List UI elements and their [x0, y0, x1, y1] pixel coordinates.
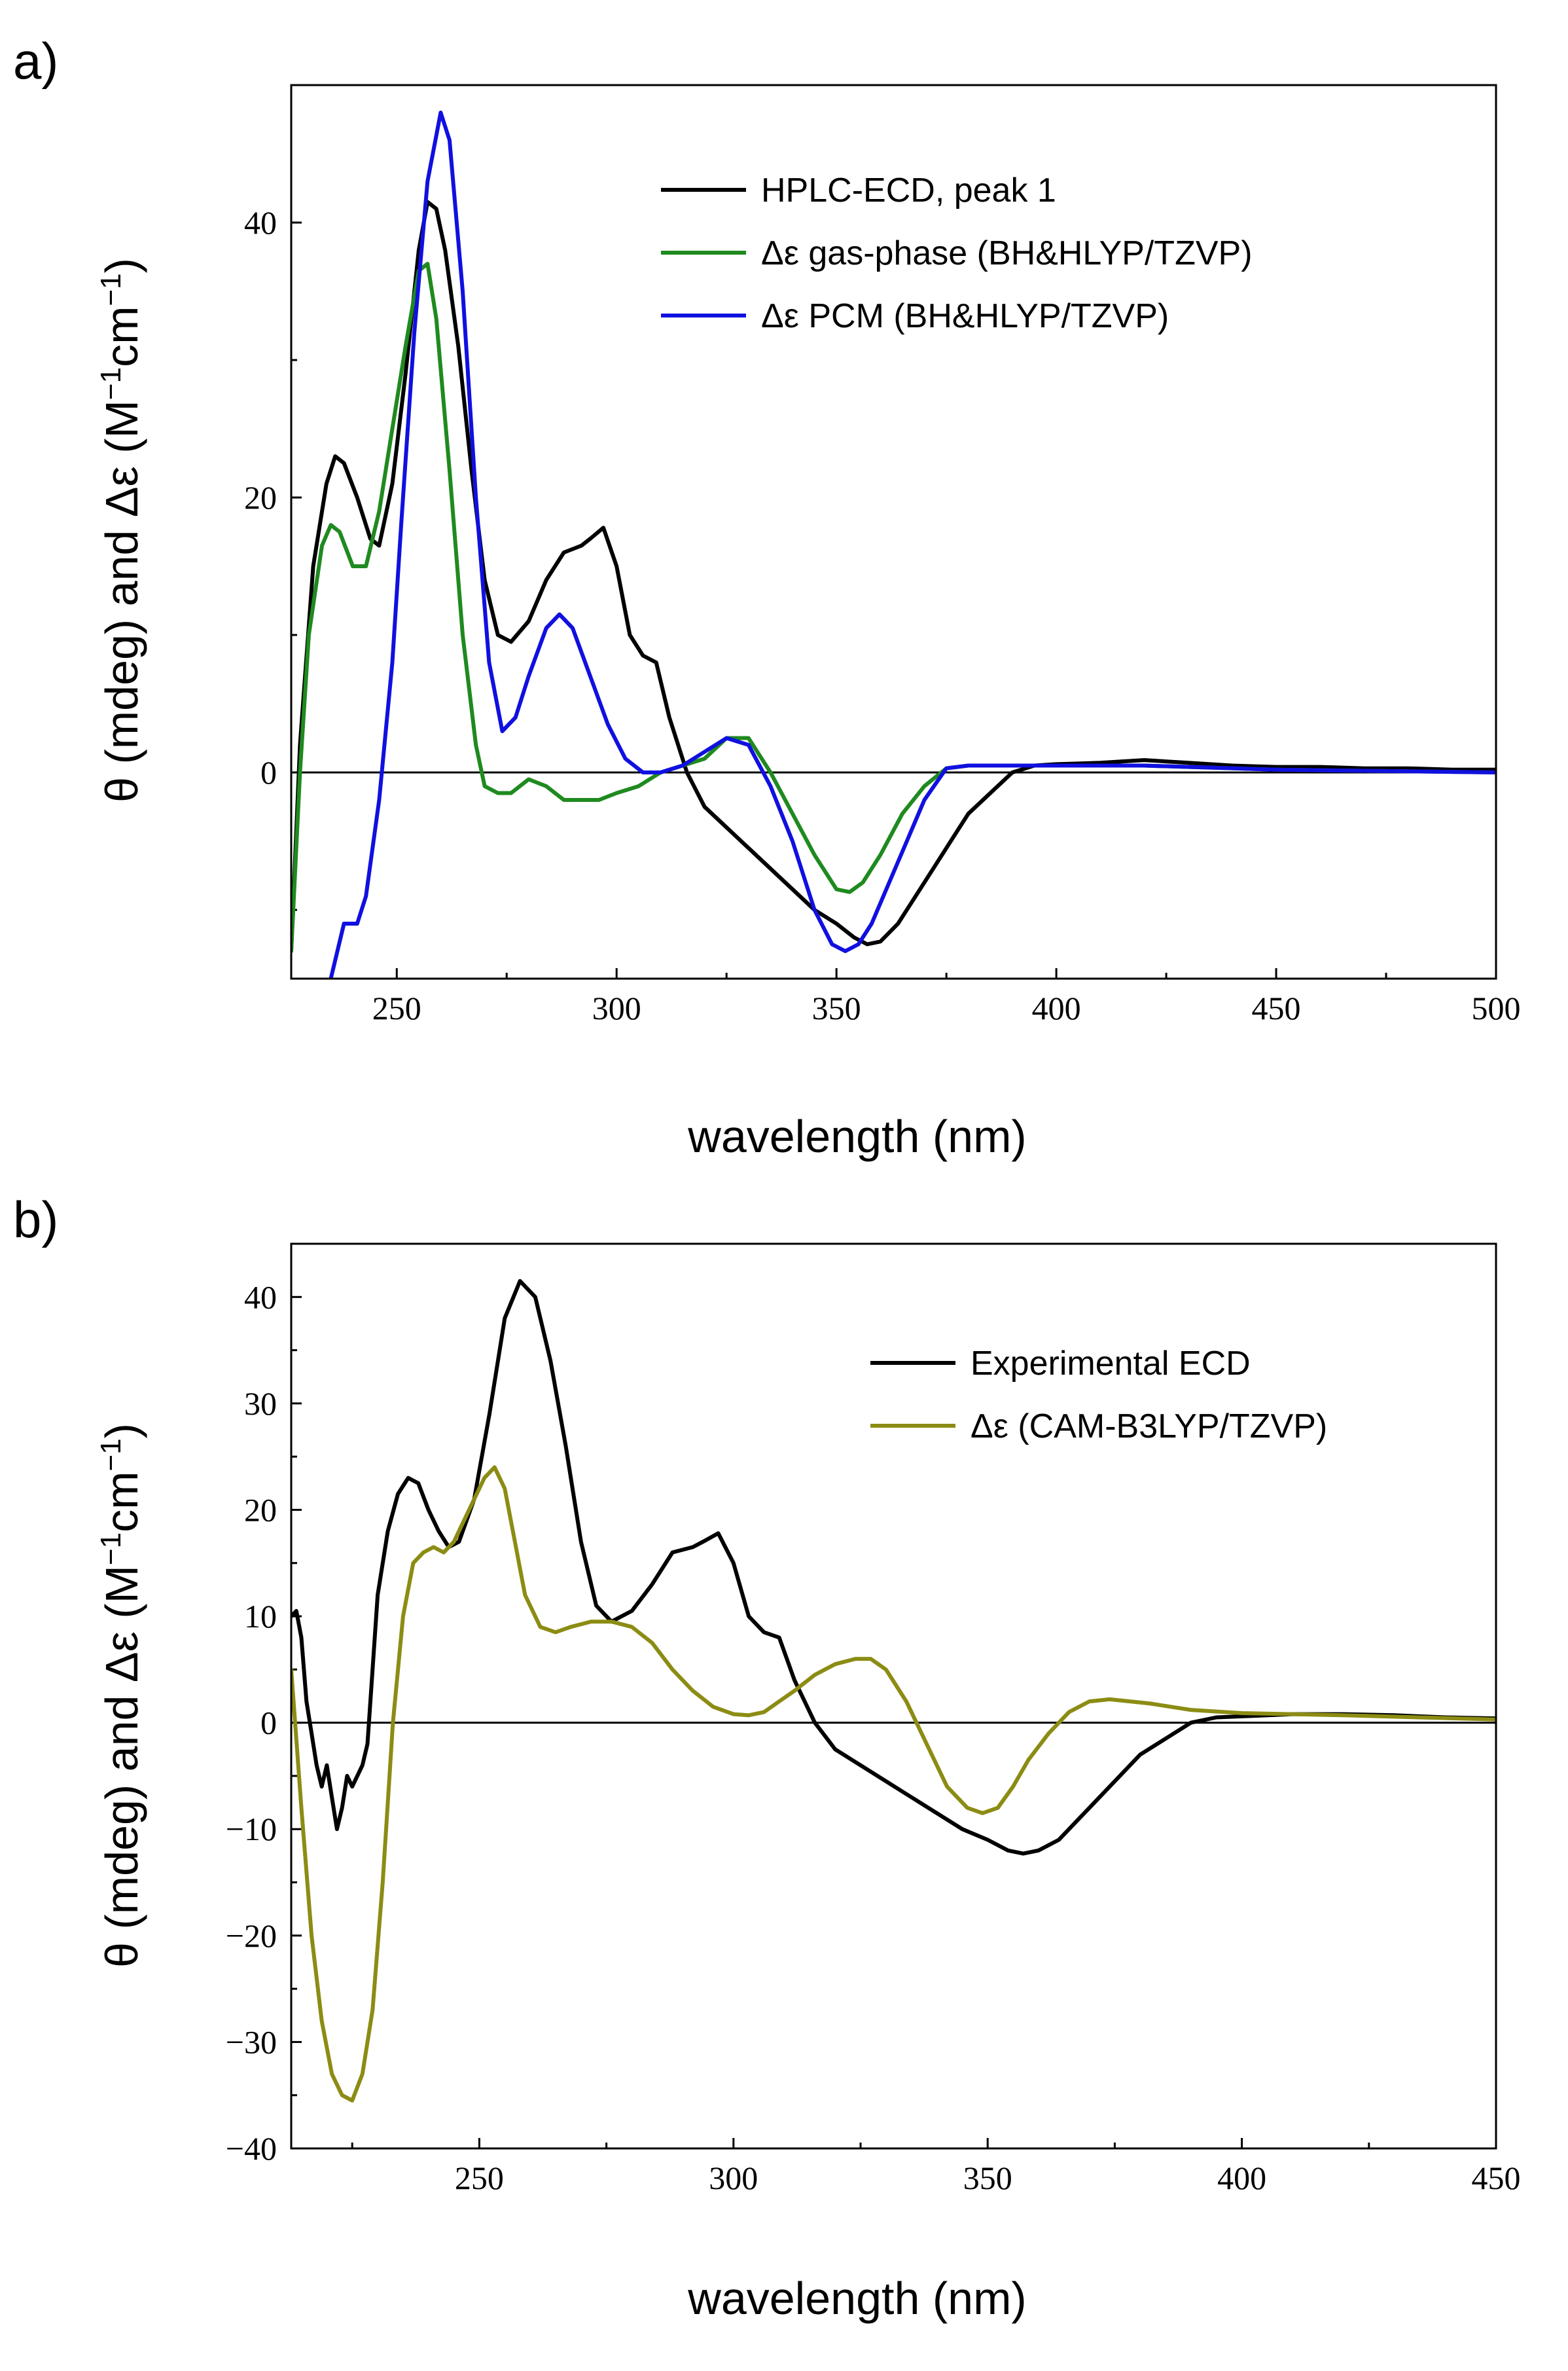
- panel-label: a): [13, 32, 58, 90]
- legend: HPLC-ECD, peak 1 Δε gas-phase (BH&HLYP/TZ…: [661, 172, 1253, 335]
- y-axis-title: θ (mdeg) and Δε (M−1cm−1): [95, 258, 147, 803]
- y-tick-label: −20: [226, 1917, 277, 1954]
- y-axis-title-part: ): [96, 1423, 147, 1438]
- x-tick-label: 250: [455, 2160, 504, 2196]
- x-tick-label: 250: [372, 990, 421, 1026]
- series-line-2: [291, 262, 1496, 953]
- y-tick-label: 20: [244, 479, 277, 516]
- y-tick-label: −10: [226, 1811, 277, 1847]
- y-tick-label: 10: [244, 1598, 277, 1635]
- x-tick-label: 400: [1032, 990, 1081, 1026]
- plot-frame: [290, 84, 1497, 980]
- legend-label: Δε (CAM-B3LYP/TZVP): [971, 1407, 1327, 1445]
- x-tick-label: 500: [1472, 990, 1521, 1026]
- y-axis-title-sup: −1: [95, 1532, 127, 1565]
- y-axis-title-part: θ (mdeg) and Δε (M: [96, 1565, 147, 1968]
- series-group: [291, 111, 1496, 979]
- y-axis-title-sup: −1: [95, 273, 127, 306]
- y-tick-label: 20: [244, 1491, 277, 1528]
- y-tick-label: 40: [244, 204, 277, 241]
- x-tick-label: 350: [812, 990, 861, 1026]
- panel-label: b): [13, 1191, 58, 1248]
- x-tick-label: 350: [963, 2160, 1012, 2196]
- x-tick-label: 400: [1217, 2160, 1266, 2196]
- series-line-2: [291, 1465, 1496, 2103]
- y-axis-title-part: cm: [96, 306, 147, 367]
- chart-panel-a: a) 250 300 350 400 450 500 0 20 40 HPLC-ECD, peak …: [13, 32, 1521, 1162]
- x-tick-label: 300: [709, 2160, 758, 2196]
- legend-label: Experimental ECD: [971, 1345, 1251, 1383]
- legend: Experimental ECD Δε (CAM-B3LYP/TZVP): [870, 1345, 1327, 1445]
- y-tick-label: −40: [226, 2130, 277, 2167]
- x-tick-label: 300: [592, 990, 641, 1026]
- x-axis-title: wavelength (nm): [687, 1111, 1026, 1162]
- x-tick-label: 450: [1472, 2160, 1521, 2196]
- legend-label: HPLC-ECD, peak 1: [761, 172, 1056, 209]
- y-axis-title: θ (mdeg) and Δε (M−1cm−1): [95, 1423, 147, 1968]
- series-line-1: [291, 1278, 1496, 1856]
- x-tick-label: 450: [1252, 990, 1301, 1026]
- legend-label: Δε gas-phase (BH&HLYP/TZVP): [761, 234, 1253, 272]
- y-tick-label: 30: [244, 1385, 277, 1422]
- y-tick-label: 40: [244, 1278, 277, 1315]
- x-axis-title: wavelength (nm): [687, 2273, 1026, 2324]
- y-tick-label: −30: [226, 2023, 277, 2060]
- y-axis-title-part: ): [96, 258, 147, 273]
- chart-panel-b: b) 250 300 350 400 450 −40 −30 −20 −10 0 10 20 30 40 Ex…: [13, 1191, 1521, 2324]
- series-group: [291, 1278, 1496, 2103]
- plot-frame: [290, 1242, 1497, 2150]
- y-tick-label: 0: [260, 1705, 277, 1741]
- legend-label: Δε PCM (BH&HLYP/TZVP): [761, 297, 1169, 335]
- y-axis-title-sup: −1: [95, 1438, 127, 1471]
- y-axis-title-sup: −1: [95, 367, 127, 400]
- y-axis-title-part: θ (mdeg) and Δε (M: [96, 400, 147, 803]
- series-line-3: [329, 111, 1496, 979]
- y-tick-label: 0: [260, 754, 277, 791]
- y-axis-title-part: cm: [96, 1472, 147, 1532]
